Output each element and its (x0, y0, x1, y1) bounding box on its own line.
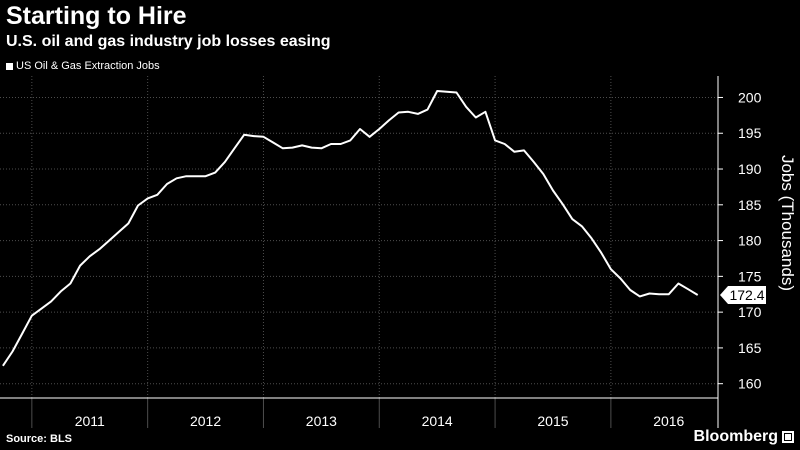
legend: US Oil & Gas Extraction Jobs (6, 60, 160, 72)
series-layer (2, 90, 699, 367)
legend-swatch (6, 62, 13, 70)
axis-layer (0, 76, 723, 428)
last-value-callout: 172.4 (720, 285, 766, 304)
x-tick-label: 2016 (653, 413, 684, 429)
y-tick-label: 180 (738, 233, 762, 249)
chart-subtitle: U.S. oil and gas industry job losses eas… (6, 33, 331, 50)
x-tick-label: 2011 (75, 413, 105, 429)
label-layer: 160 165 170 175 180 185 190 195 200 2011 2012 2013 2… (75, 89, 797, 429)
grid-layer (0, 76, 718, 398)
series-line (2, 90, 699, 367)
x-tick-label: 2012 (190, 413, 221, 429)
x-tick-label: 2014 (422, 413, 453, 429)
y-tick-label: 200 (738, 89, 762, 105)
chart-title: Starting to Hire (6, 2, 187, 30)
y-tick-label: 175 (738, 268, 762, 284)
bloomberg-mark-icon (782, 431, 794, 443)
legend-label: US Oil & Gas Extraction Jobs (16, 60, 160, 72)
y-tick-label: 160 (738, 376, 762, 392)
y-axis-title: Jobs (Thousands) (778, 155, 797, 291)
source-note: Source: BLS (6, 433, 73, 445)
y-tick-label: 170 (738, 304, 762, 320)
y-tick-label: 165 (738, 340, 762, 356)
brand-logo: Bloomberg (693, 428, 778, 445)
last-value-label: 172.4 (729, 287, 764, 303)
y-tick-label: 190 (738, 161, 762, 177)
last-value-box (720, 285, 766, 304)
y-tick-label: 185 (738, 197, 762, 213)
y-tick-label: 195 (738, 125, 762, 141)
x-tick-label: 2015 (537, 413, 568, 429)
x-tick-label: 2013 (306, 413, 337, 429)
